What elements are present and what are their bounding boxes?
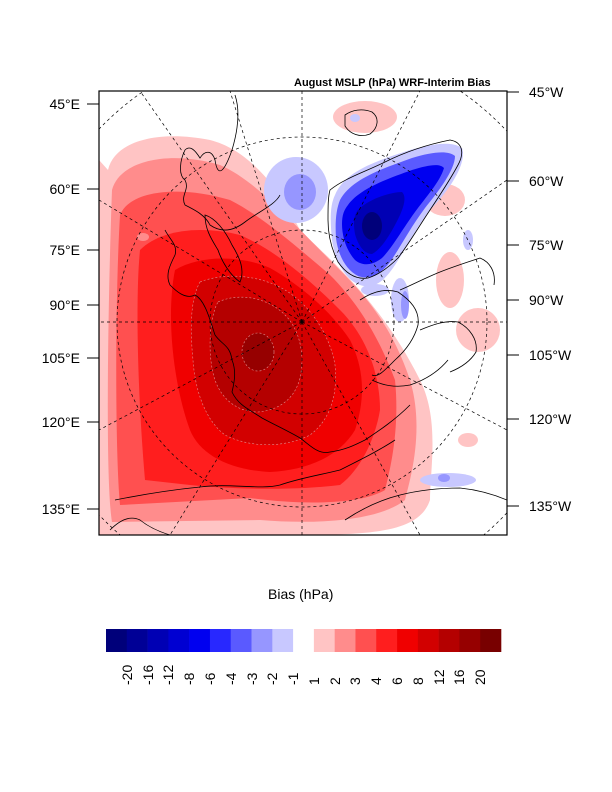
colorbar-tick-label: -2 (264, 672, 281, 685)
left-axis-label: 90°E (49, 297, 80, 313)
left-axis-ticks (87, 103, 99, 510)
coast-scandinavia (180, 94, 281, 231)
negative-blob-archipelago-core (401, 291, 409, 319)
colorbar-box (251, 629, 273, 652)
colorbar-box (459, 629, 481, 652)
colorbar-box (417, 629, 439, 652)
coast-greenland (327, 139, 463, 279)
positive-blob-e2 (456, 308, 500, 352)
coast-hudson (371, 359, 449, 387)
colorbar-tick-label: 8 (409, 677, 426, 685)
right-axis-label: 60°W (529, 173, 564, 189)
negative-blob-strait (361, 284, 389, 296)
right-axis-label: 45°W (529, 84, 564, 100)
right-axis-label: 75°W (529, 237, 564, 253)
negative-greenland-core (362, 212, 382, 240)
colorbar-tick-label: 2 (326, 677, 343, 685)
colorbar-tick-label: 4 (368, 677, 385, 685)
colorbar-tick-label: -3 (243, 672, 260, 685)
coast-novaya-zemlya (204, 214, 243, 283)
coast-russia-north (164, 229, 411, 453)
colorbar-tick-label: -8 (181, 672, 198, 685)
colorbar-box (397, 629, 419, 652)
right-axis-label: 90°W (529, 292, 564, 308)
colorbar-tick-label: -4 (222, 672, 239, 685)
left-axis-label: 120°E (41, 414, 80, 430)
colorbar-tick-label: 12 (430, 669, 447, 685)
negative-blob-south-core (438, 474, 450, 482)
contour-lines (190, 275, 336, 446)
colorbar-box (126, 629, 148, 652)
colorbar-box (230, 629, 252, 652)
coast-siberia-east (114, 439, 396, 501)
colorbar-box (189, 629, 211, 652)
colorbar-box (147, 629, 169, 652)
coast-canada-archipelago (359, 257, 495, 377)
left-axis-label: 45°E (49, 96, 80, 112)
positive-blob-north (333, 101, 397, 133)
left-axis-label: 105°E (41, 350, 80, 366)
colorbar-tick-label: -16 (139, 664, 156, 685)
negative-blob-barents-core (284, 174, 316, 210)
colorbar-box (355, 629, 377, 652)
coast-europe-west (109, 517, 171, 535)
graticule (99, 91, 507, 535)
colorbar-tick-label: 16 (451, 669, 468, 685)
colorbar-box (313, 629, 335, 652)
colorbar-box (480, 629, 502, 652)
right-axis-label: 105°W (529, 347, 572, 363)
left-axis-label: 75°E (49, 242, 80, 258)
contour-fill-island (137, 233, 149, 241)
colorbar-box (106, 629, 128, 652)
coast-svalbard (344, 109, 378, 136)
colorbar-tick-label: 20 (472, 669, 489, 685)
colorbar-tick-label: 6 (389, 677, 406, 685)
right-axis-label: 135°W (529, 498, 572, 514)
left-axis-label: 135°E (41, 501, 80, 517)
colorbar-tick-label: 1 (305, 677, 322, 685)
colorbar-tick-label: 3 (347, 677, 364, 685)
plot-frame (98, 90, 508, 536)
bias-field (99, 91, 507, 535)
colorbar-tick-label: -1 (285, 672, 302, 685)
chart-title: August MSLP (hPa) WRF-Interim Bias (294, 77, 491, 89)
colorbar-box (272, 629, 294, 652)
colorbar-box (209, 629, 232, 652)
colorbar-tick-label: -12 (160, 664, 177, 685)
colorbar-box (168, 629, 190, 652)
right-axis-label: 120°W (529, 411, 572, 427)
colorbar-box (293, 629, 315, 652)
colorbar-tick-label: -20 (118, 664, 135, 685)
coast-alaska (344, 487, 507, 521)
colorbar-box (334, 629, 356, 652)
colorbar-box (438, 629, 460, 652)
colorbar-tick-label: -6 (201, 672, 218, 685)
negative-blob-n (350, 114, 360, 122)
positive-blob-se (458, 433, 478, 447)
left-axis-label: 60°E (49, 181, 80, 197)
coastlines (109, 94, 507, 535)
contour-fill-8 (242, 333, 274, 371)
right-axis-ticks (507, 91, 519, 507)
colorbar-box (376, 629, 398, 652)
colorbar-title: Bias (hPa) (268, 586, 334, 602)
